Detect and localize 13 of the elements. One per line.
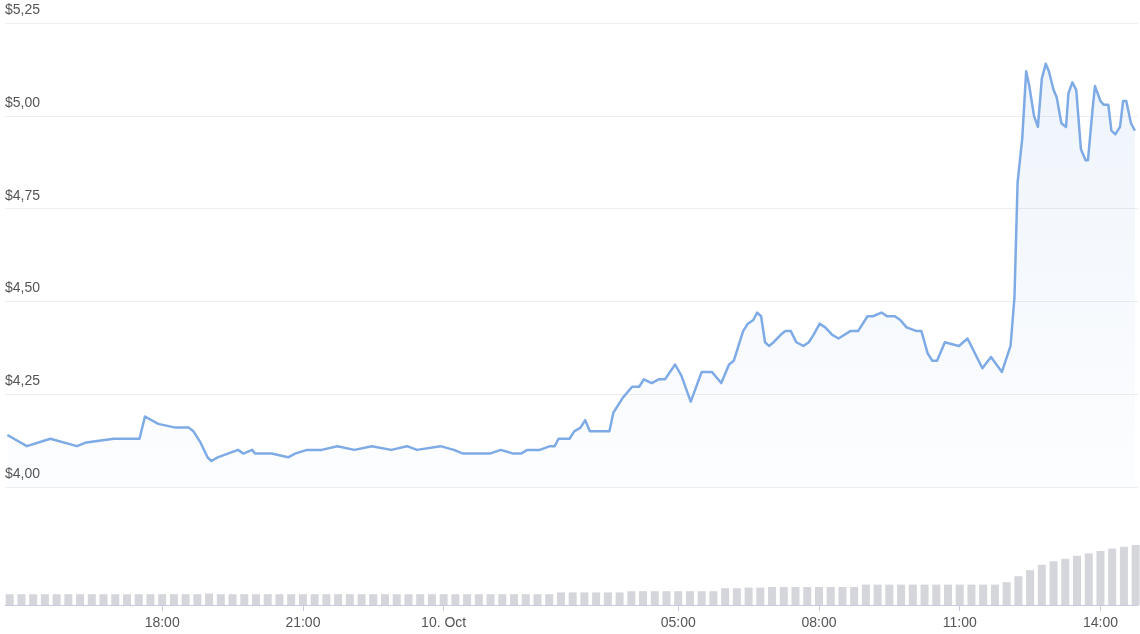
y-tick-label: $5,00 [5,93,41,110]
y-tick-label: $5,25 [5,1,41,17]
y-tick-label: $4,75 [5,186,41,203]
y-tick-label: $4,00 [5,465,41,481]
x-tick-label: 21:00 [285,614,321,630]
x-tick-label: 18:00 [144,614,180,630]
x-tick-label: 08:00 [801,614,837,630]
y-tick-label: $4,25 [5,372,41,389]
y-tick-label: $4,50 [5,279,41,296]
x-tick-label: 11:00 [942,614,977,630]
x-tick-label: 14:00 [1082,614,1119,630]
x-tick-label: 10. Oct [421,614,467,630]
x-tick-label: 05:00 [660,614,696,630]
